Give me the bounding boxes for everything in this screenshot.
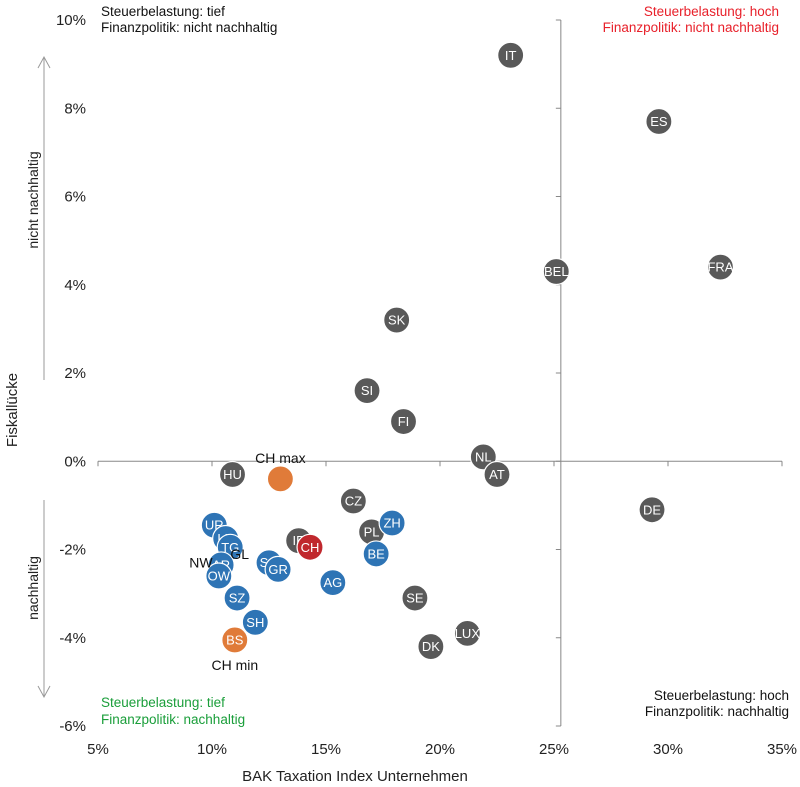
external-label: CH max [255,450,306,466]
data-point-fra [706,253,735,281]
point-label-si: SI [361,383,373,398]
y-axis-title: Fiskallücke [4,373,21,447]
y-tick-label: 6% [64,189,86,206]
data-point-ch [296,533,324,561]
point-label-gr: GR [268,562,288,577]
point-label-sh: SH [246,615,264,630]
quadrant-top-right-line1: Steuerbelastung: hoch [644,4,779,19]
y-tick-label: 0% [64,453,86,470]
point-label-nl: NL [475,449,492,464]
quadrant-bottom-left-line1: Steuerbelastung: tief [101,695,225,710]
y-tick-label: 8% [64,100,86,117]
y-tick-label: -4% [59,630,86,647]
axes [97,19,783,727]
data-point-si [353,377,381,405]
data-point-lux [453,619,481,647]
quadrant-bottom-right-line1: Steuerbelastung: hoch [654,688,789,703]
point-label-sk: SK [388,313,406,328]
point-label-zh: ZH [383,516,400,531]
x-tick-label: 20% [425,741,455,758]
y-tick-label: -2% [59,542,86,559]
point-label-be: BE [367,546,385,561]
data-point-bel [542,257,570,286]
y-tick-label: -6% [59,718,86,735]
side-label-top: nicht nachhaltig [25,151,41,248]
down-arrow-head [37,685,51,699]
x-tick-label: 30% [653,741,683,758]
data-point-se [401,584,429,612]
side-label-bottom: nachhaltig [25,556,41,620]
x-tick-label: 25% [539,741,569,758]
external-label: NW [189,555,213,571]
data-point-hu [218,460,247,489]
data-point-be [362,540,390,568]
point-label-it: IT [505,48,517,63]
point-label-ag: AG [323,575,342,590]
point-label-hu: HU [223,467,242,482]
quadrant-top-right-line2: Finanzpolitik: nicht nachhaltig [603,20,779,35]
quadrant-bottom-right-line2: Finanzpolitik: nachhaltig [645,704,789,719]
x-tick-label: 15% [311,741,341,758]
point-label-bel: BEL [544,264,569,279]
data-point-fi [389,407,418,436]
data-point-cz [339,487,367,515]
point-label-cz: CZ [345,493,362,508]
point-label-fi: FI [398,414,410,429]
data-point-sz [223,584,251,612]
point-label-ch: CH [301,540,320,555]
data-point-ow [205,562,233,590]
data-point-ch-max [266,465,294,493]
point-label-bs: BS [226,632,244,647]
data-point-zh [378,509,406,537]
point-label-dk: DK [422,639,440,654]
point-label-fra: FRA [707,260,733,275]
point-label-pl: PL [364,524,380,539]
data-point-es [645,107,673,136]
y-tick-label: 2% [64,365,86,382]
y-tick-label: 10% [56,12,86,29]
data-point-at [483,460,511,489]
quadrant-bottom-left-line2: Finanzpolitik: nachhaltig [101,712,245,727]
data-point-ag [319,568,347,597]
data-point-bs [221,626,249,654]
point-label-tg: TG [221,540,239,555]
tick-labels: 5% 10% 15% 20% 25% 30% 35% 10% 8% 6% 4% 2% 0% -2% -4% -… [56,12,797,758]
data-point-gr [264,555,292,583]
x-axis-title: BAK Taxation Index Unternehmen [242,768,468,785]
data-points: ITESBELFRASKSIFINLATHUCZDEIEPLSELUXDKZHB… [200,41,735,661]
direction-arrows [37,55,51,699]
quadrant-top-left-line1: Steuerbelastung: tief [101,4,225,19]
point-label-ow: OW [208,568,231,583]
external-label: CH min [211,657,258,673]
up-arrow-head [37,55,51,69]
point-label-at: AT [489,467,505,482]
quadrant-top-left-line2: Finanzpolitik: nicht nachhaltig [101,20,277,35]
data-point-it [497,41,525,69]
data-point-sk [383,306,411,334]
x-tick-label: 5% [87,741,109,758]
data-point-de [638,496,666,524]
y-tick-label: 4% [64,277,86,294]
point-label-de: DE [643,502,661,517]
point-label-lux: LUX [455,626,481,641]
point-label-es: ES [650,114,668,129]
point-label-sz: SZ [229,591,246,606]
data-point-sh [241,608,269,636]
data-point-dk [417,632,445,661]
external-labels: CH max CH min NW GL [189,450,305,673]
point-label-se: SE [406,591,424,606]
external-label: GL [230,546,249,562]
x-tick-label: 35% [767,741,797,758]
x-tick-label: 10% [197,741,227,758]
